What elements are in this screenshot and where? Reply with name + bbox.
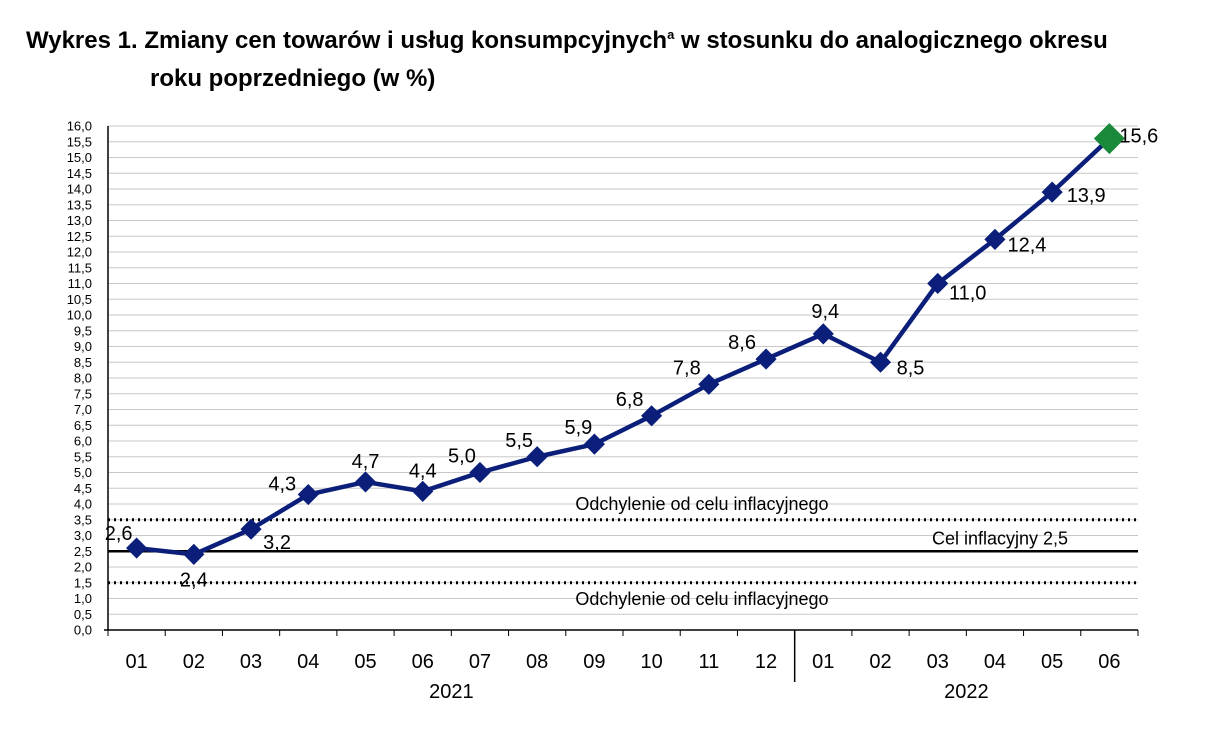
data-point (641, 405, 663, 427)
y-tick-label: 8,0 (74, 371, 92, 386)
x-axis-categories: 01 02 03 04 05 06 07 08 09 10 11 12 01 02 03 04 05 06 2021… (125, 630, 1121, 703)
y-tick-label: 7,5 (74, 386, 92, 401)
y-tick-label: 11,0 (68, 276, 92, 291)
y-tick-label: 14,5 (67, 166, 92, 181)
data-point (297, 483, 319, 506)
x-category-label: 05 (354, 651, 376, 673)
data-label: 11,0 (949, 283, 986, 305)
x-category-label: 04 (984, 651, 1006, 673)
x-category-label: 12 (755, 651, 777, 673)
y-tick-label: 3,5 (74, 512, 92, 527)
y-tick-label: 12,0 (67, 245, 92, 260)
y-tick-label: 5,0 (74, 465, 92, 480)
x-category-label: 06 (1098, 651, 1120, 673)
x-year-label: 2021 (429, 681, 474, 703)
data-label: 9,4 (811, 301, 839, 323)
x-year-label: 2022 (944, 681, 989, 703)
x-category-label: 04 (297, 651, 319, 673)
y-tick-label: 9,5 (74, 323, 92, 338)
x-category-label: 05 (1041, 651, 1063, 673)
y-tick-label: 6,5 (74, 418, 92, 433)
reference-line-label: Odchylenie od celu inflacyjnego (575, 589, 828, 609)
data-label: 13,9 (1067, 185, 1106, 207)
data-label: 4,4 (409, 460, 437, 482)
title-rest: w stosunku do analogicznego okresu (681, 27, 1108, 54)
y-tick-label: 1,0 (74, 591, 92, 606)
data-label: 5,0 (448, 446, 476, 468)
y-tick-label: 12,5 (67, 229, 92, 244)
y-tick-label: 2,0 (74, 560, 92, 575)
data-label: 2,6 (105, 523, 133, 545)
y-tick-label: 11,5 (68, 260, 92, 275)
reference-line-label: Cel inflacyjny 2,5 (932, 528, 1068, 548)
y-tick-label: 0,0 (74, 623, 92, 638)
reference-line-label: Odchylenie od celu inflacyjnego (575, 494, 828, 514)
y-tick-label: 14,0 (67, 182, 92, 197)
title-superscript: a (667, 27, 675, 42)
title-main: Zmiany cen towarów i usług konsumpcyjnyc… (144, 27, 668, 54)
y-tick-label: 1,5 (74, 575, 92, 590)
x-category-label: 03 (927, 651, 949, 673)
y-tick-label: 15,0 (67, 150, 92, 165)
x-category-label: 01 (125, 651, 147, 673)
axes (104, 126, 1139, 636)
x-category-label: 10 (640, 651, 662, 673)
data-point (412, 480, 434, 502)
y-tick-label: 9,0 (74, 339, 92, 354)
data-point-latest (1093, 123, 1125, 155)
y-tick-label: 13,5 (67, 197, 92, 212)
y-tick-label: 4,5 (74, 481, 92, 496)
chart-title: Wykres 1. Zmiany cen towarów i usług kon… (26, 22, 1108, 98)
y-tick-label: 5,5 (74, 449, 92, 464)
y-tick-label: 4,0 (74, 497, 92, 512)
data-point (183, 543, 205, 565)
y-tick-label: 2,5 (74, 544, 92, 559)
y-tick-label: 3,0 (74, 528, 92, 543)
data-point (126, 537, 148, 559)
x-category-label: 03 (240, 651, 262, 673)
data-label: 5,5 (505, 430, 533, 452)
data-label: 6,8 (616, 389, 644, 411)
y-tick-label: 8,5 (74, 355, 92, 370)
x-category-label: 02 (183, 651, 205, 673)
data-label: 4,3 (268, 474, 296, 496)
data-label: 5,9 (564, 417, 592, 439)
title-line2: roku poprzedniego (w %) (150, 65, 436, 92)
y-axis-ticks: 0,00,51,01,52,02,53,03,54,04,55,05,56,06… (67, 119, 92, 638)
data-point (354, 471, 377, 493)
x-category-label: 11 (698, 651, 719, 673)
title-prefix: Wykres 1. (26, 27, 138, 54)
y-tick-label: 7,0 (74, 402, 92, 417)
y-tick-label: 13,0 (67, 213, 92, 228)
x-category-label: 08 (526, 651, 548, 673)
x-category-label: 02 (869, 651, 891, 673)
y-tick-label: 15,5 (67, 134, 92, 149)
x-category-label: 01 (812, 651, 834, 673)
data-point (698, 373, 720, 395)
data-label: 2,4 (180, 569, 208, 591)
series-line (136, 136, 1111, 557)
x-category-label: 06 (412, 651, 434, 673)
data-label: 8,5 (897, 357, 925, 379)
x-category-label: 07 (469, 651, 491, 673)
data-label: 3,2 (263, 532, 291, 554)
y-tick-label: 6,0 (74, 434, 92, 449)
data-point (469, 461, 491, 484)
gridlines (108, 125, 1138, 615)
data-point (755, 348, 777, 370)
x-category-label: 09 (583, 651, 605, 673)
y-tick-label: 16,0 (67, 119, 92, 134)
data-point (240, 518, 262, 540)
data-label: 7,8 (673, 357, 701, 379)
y-tick-label: 10,0 (67, 308, 92, 323)
data-label: 12,4 (1007, 234, 1046, 256)
y-tick-label: 0,5 (74, 607, 92, 622)
y-tick-label: 10,5 (67, 292, 92, 307)
data-label: 4,7 (352, 451, 380, 473)
reference-lines: Odchylenie od celu inflacyjnego Cel infla… (108, 494, 1138, 609)
data-point (812, 323, 834, 345)
data-label: 15,6 (1119, 126, 1158, 148)
data-label: 8,6 (728, 332, 756, 354)
